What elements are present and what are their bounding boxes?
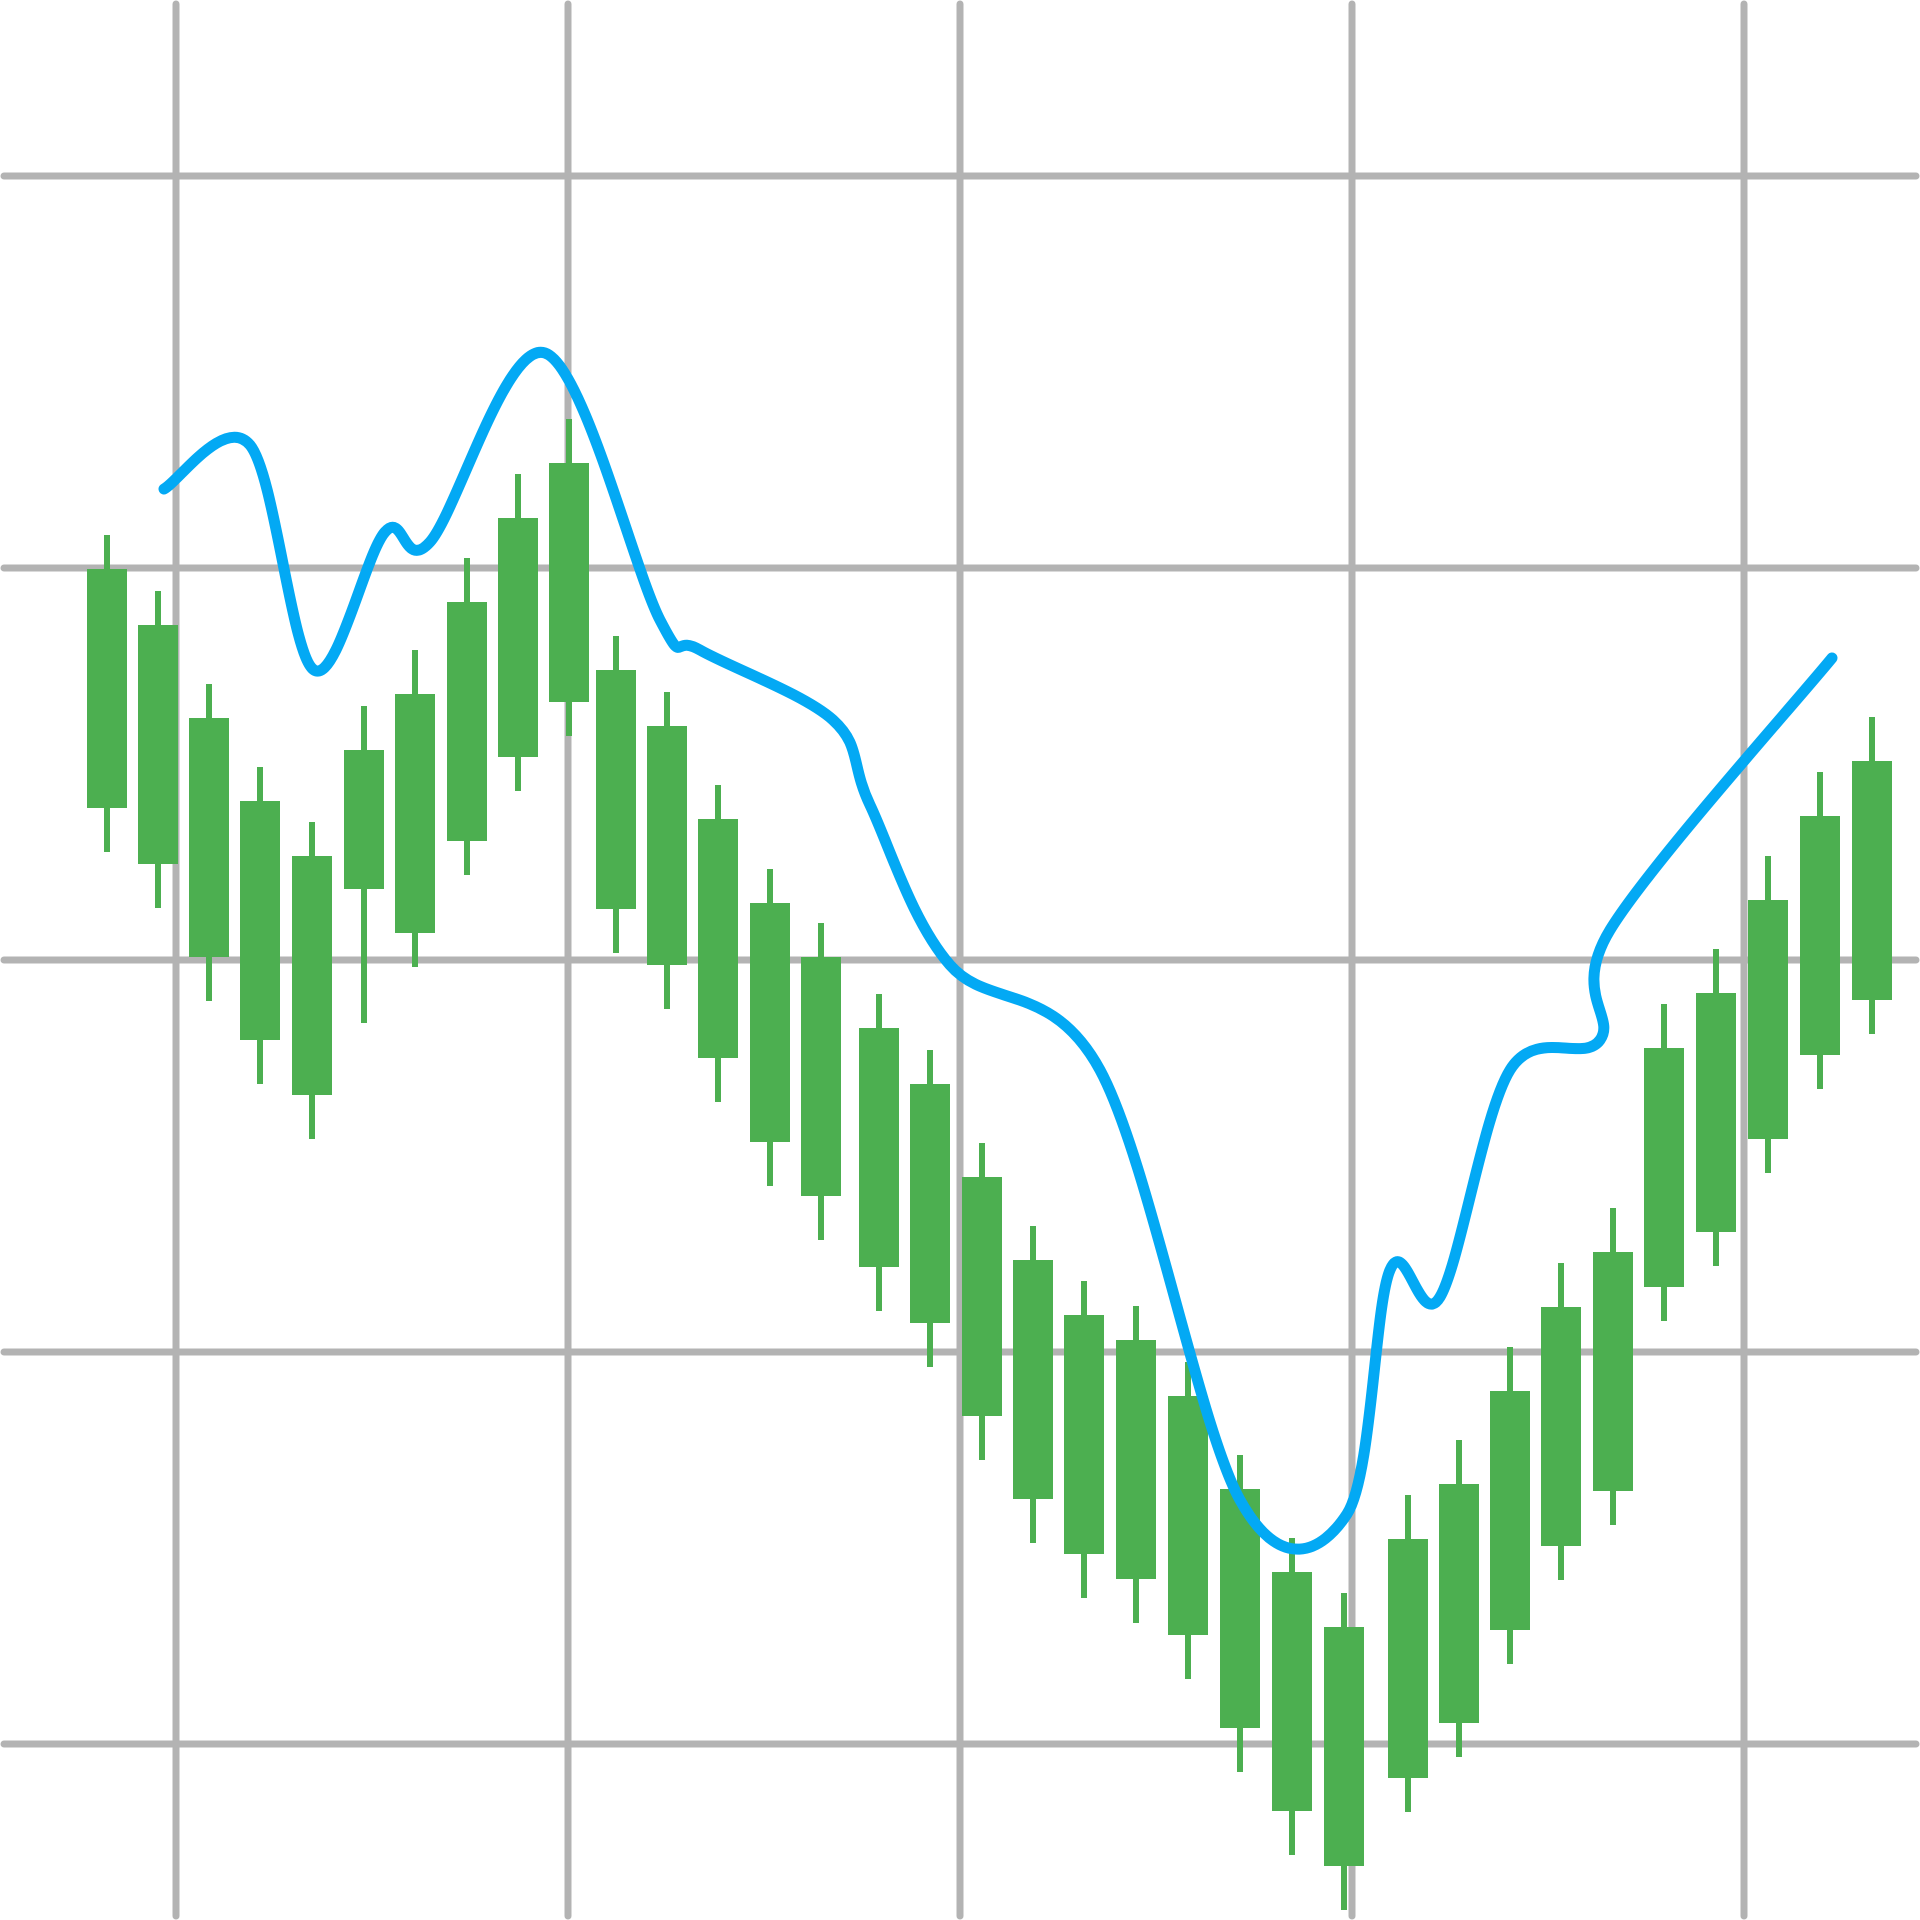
candle-up (1800, 772, 1840, 1089)
candle-up (1541, 1263, 1581, 1580)
candle-up (596, 636, 636, 953)
candle-body (962, 1177, 1002, 1416)
candle-up (1013, 1226, 1053, 1543)
candle-up (292, 822, 332, 1139)
candle-body (549, 463, 589, 702)
candle-up (962, 1143, 1002, 1460)
candle-body (1324, 1627, 1364, 1866)
candle-body (1541, 1307, 1581, 1546)
candle-up (138, 591, 178, 908)
candle-up (1388, 1495, 1428, 1812)
candle-body (447, 602, 487, 841)
candle-body (189, 718, 229, 957)
candle-body (292, 856, 332, 1095)
candle-body (240, 801, 280, 1040)
candle-body (1272, 1572, 1312, 1811)
candle-up (549, 419, 589, 736)
candle-body (1013, 1260, 1053, 1499)
candle-body (698, 819, 738, 1058)
candle-up (698, 785, 738, 1102)
candle-body (1490, 1391, 1530, 1630)
candle-up (240, 767, 280, 1084)
candle-up (647, 692, 687, 1009)
candle-up (1439, 1440, 1479, 1757)
candle-body (1439, 1484, 1479, 1723)
candle-up (859, 994, 899, 1311)
candle-up (1168, 1362, 1208, 1679)
candle-up (1748, 856, 1788, 1173)
candle-body (1064, 1315, 1104, 1554)
candle-up (1852, 717, 1892, 1034)
candle-body (750, 903, 790, 1142)
candle-body (138, 625, 178, 864)
candle-body (647, 726, 687, 965)
candle-up (447, 558, 487, 875)
candle-up (1696, 949, 1736, 1266)
candle-up (1272, 1538, 1312, 1855)
candle-body (1388, 1539, 1428, 1778)
candle-up (1064, 1281, 1104, 1598)
candles-group (87, 419, 1892, 1910)
candle-body (910, 1084, 950, 1323)
candle-body (1852, 761, 1892, 1000)
candle-up (750, 869, 790, 1186)
candle-up (87, 535, 127, 852)
candle-up (1324, 1593, 1364, 1910)
candle-up (498, 474, 538, 791)
candle-body (1168, 1396, 1208, 1635)
candle-body (1116, 1340, 1156, 1579)
candle-body (395, 694, 435, 933)
candle-body (87, 569, 127, 808)
candle-up (1490, 1347, 1530, 1664)
candle-body (801, 957, 841, 1196)
candle-up (1644, 1004, 1684, 1321)
candle-body (1644, 1048, 1684, 1287)
candle-up (189, 684, 229, 1001)
candle-up (1593, 1208, 1633, 1525)
candle-up (395, 650, 435, 967)
candle-body (344, 750, 384, 889)
candle-up (344, 706, 384, 1023)
candle-body (1748, 900, 1788, 1139)
candle-body (596, 670, 636, 909)
candle-body (1800, 816, 1840, 1055)
candle-up (1116, 1306, 1156, 1623)
candle-up (801, 923, 841, 1240)
candle-body (859, 1028, 899, 1267)
candle-up (910, 1050, 950, 1367)
candle-body (1696, 993, 1736, 1232)
trend-line (158, 347, 1838, 1555)
candle-body (498, 518, 538, 757)
candle-body (1593, 1252, 1633, 1491)
